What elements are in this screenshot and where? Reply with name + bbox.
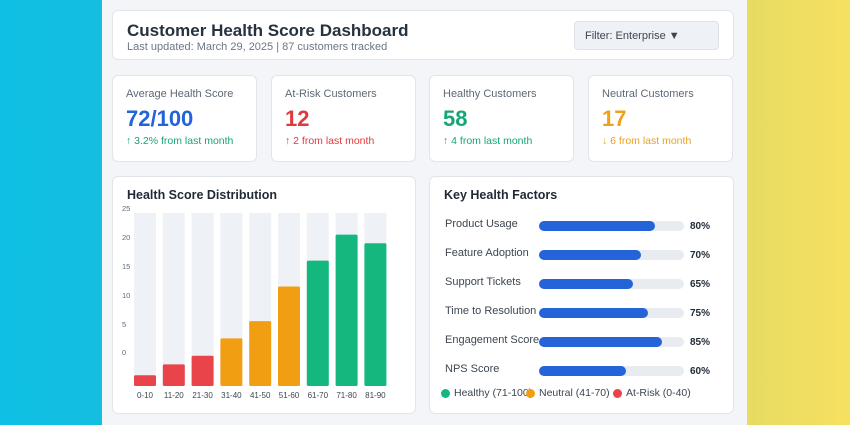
factor-percent: 60% bbox=[690, 366, 711, 377]
chart-title: Health Score Distribution bbox=[127, 188, 278, 202]
factor-bar-track bbox=[539, 366, 684, 376]
factor-bar-track bbox=[539, 250, 684, 260]
stat-change: ↓ 6 from last month bbox=[602, 135, 692, 147]
bar[interactable] bbox=[335, 234, 358, 386]
factor-bar-fill bbox=[539, 366, 626, 376]
factors-title: Key Health Factors bbox=[444, 188, 558, 202]
stat-card-average-score: Average Health Score 72/100 ↑ 3.2% from … bbox=[112, 75, 257, 162]
x-tick-label: 81-90 bbox=[365, 391, 386, 400]
stat-card-healthy: Healthy Customers 58 ↑ 4 from last month bbox=[429, 75, 574, 162]
legend-dot-healthy bbox=[441, 388, 450, 398]
bar[interactable] bbox=[191, 355, 214, 386]
legend-at-risk: At-Risk (0-40) bbox=[613, 387, 691, 399]
bar[interactable] bbox=[220, 338, 243, 386]
legend-healthy: Healthy (71-100) bbox=[441, 387, 532, 399]
x-tick-label: 0-10 bbox=[137, 391, 154, 400]
stat-change: ↑ 4 from last month bbox=[443, 135, 533, 147]
bar[interactable] bbox=[364, 243, 387, 386]
x-tick-label: 11-20 bbox=[164, 391, 184, 400]
factor-bar-fill bbox=[539, 221, 655, 231]
legend-label: Neutral (41-70) bbox=[539, 387, 610, 399]
filter-dropdown[interactable]: Filter: Enterprise ▼ bbox=[574, 21, 719, 50]
last-updated-text: Last updated: March 29, 2025 | 87 custom… bbox=[127, 41, 388, 53]
stat-label: Average Health Score bbox=[126, 88, 234, 100]
x-tick-label: 41-50 bbox=[250, 391, 271, 400]
dashboard-header: Customer Health Score Dashboard Last upd… bbox=[112, 10, 734, 60]
legend-label: At-Risk (0-40) bbox=[626, 387, 691, 399]
stat-change: ↑ 2 from last month bbox=[285, 135, 375, 147]
stat-change: ↑ 3.2% from last month bbox=[126, 135, 234, 147]
stat-label: Healthy Customers bbox=[443, 88, 537, 100]
dashboard-panel: Customer Health Score Dashboard Last upd… bbox=[102, 0, 747, 425]
y-tick-label: 10 bbox=[122, 291, 130, 300]
x-tick-label: 71-80 bbox=[336, 391, 357, 400]
factor-label-time-to-resolution: Time to Resolution bbox=[445, 305, 537, 317]
factor-bar-fill bbox=[539, 337, 663, 347]
stat-label: At-Risk Customers bbox=[285, 88, 377, 100]
y-tick-label: 25 bbox=[122, 204, 130, 213]
y-tick-label: 20 bbox=[122, 233, 130, 242]
legend-dot-at-risk bbox=[613, 388, 622, 398]
legend-neutral: Neutral (41-70) bbox=[526, 387, 610, 399]
factor-label-support-tickets: Support Tickets bbox=[445, 276, 521, 288]
factor-bar-track bbox=[539, 279, 684, 289]
y-tick-label: 15 bbox=[122, 262, 130, 271]
stat-card-neutral: Neutral Customers 17 ↓ 6 from last month bbox=[588, 75, 733, 162]
factor-label-engagement-score: Engagement Score bbox=[445, 334, 540, 346]
legend-dot-neutral bbox=[526, 388, 535, 398]
y-tick-label: 0 bbox=[122, 348, 126, 357]
factor-bar-track bbox=[539, 337, 684, 347]
key-health-factors-card: Key Health Factors Product Usage 80% Fea… bbox=[429, 176, 734, 414]
factor-label-nps-score: NPS Score bbox=[445, 363, 500, 375]
factor-bar-fill bbox=[539, 308, 648, 318]
bar-track bbox=[191, 213, 214, 386]
legend-label: Healthy (71-100) bbox=[454, 387, 533, 399]
stat-value: 72/100 bbox=[126, 106, 194, 131]
factor-bar-fill bbox=[539, 250, 641, 260]
factor-percent: 75% bbox=[690, 308, 711, 319]
stat-label: Neutral Customers bbox=[602, 88, 694, 100]
factor-bar-track bbox=[539, 308, 684, 318]
stat-card-at-risk: At-Risk Customers 12 ↑ 2 from last month bbox=[271, 75, 416, 162]
x-tick-label: 21-30 bbox=[192, 391, 213, 400]
factor-bar-track bbox=[539, 221, 684, 231]
stat-value: 17 bbox=[602, 106, 627, 131]
x-tick-label: 51-60 bbox=[279, 391, 300, 400]
y-tick-label: 5 bbox=[122, 320, 126, 329]
bar[interactable] bbox=[162, 364, 185, 386]
bar[interactable] bbox=[278, 286, 300, 386]
page-title: Customer Health Score Dashboard bbox=[127, 21, 409, 40]
bar[interactable] bbox=[134, 375, 156, 386]
distribution-chart: 25 20 15 10 5 0 0-10 11-20 21-30 31-40 41-50 51-60 6… bbox=[122, 204, 387, 400]
bar-track bbox=[162, 213, 185, 386]
factor-percent: 80% bbox=[690, 221, 711, 232]
factor-label-feature-adoption: Feature Adoption bbox=[445, 247, 529, 259]
factor-bar-fill bbox=[539, 279, 634, 289]
stat-value: 12 bbox=[285, 106, 310, 131]
bar-track bbox=[134, 213, 156, 386]
x-tick-label: 31-40 bbox=[221, 391, 242, 400]
x-tick-label: 61-70 bbox=[308, 391, 329, 400]
factor-percent: 85% bbox=[690, 337, 711, 348]
bar[interactable] bbox=[306, 260, 329, 386]
health-score-distribution-card: 25 20 15 10 5 0 0-10 11-20 21-30 31-40 41-50 51-60 6… bbox=[112, 176, 416, 414]
factor-label-product-usage: Product Usage bbox=[445, 218, 518, 230]
factor-percent: 70% bbox=[690, 250, 711, 261]
bar[interactable] bbox=[249, 321, 272, 386]
stat-value: 58 bbox=[443, 106, 468, 131]
factor-percent: 65% bbox=[690, 279, 711, 290]
